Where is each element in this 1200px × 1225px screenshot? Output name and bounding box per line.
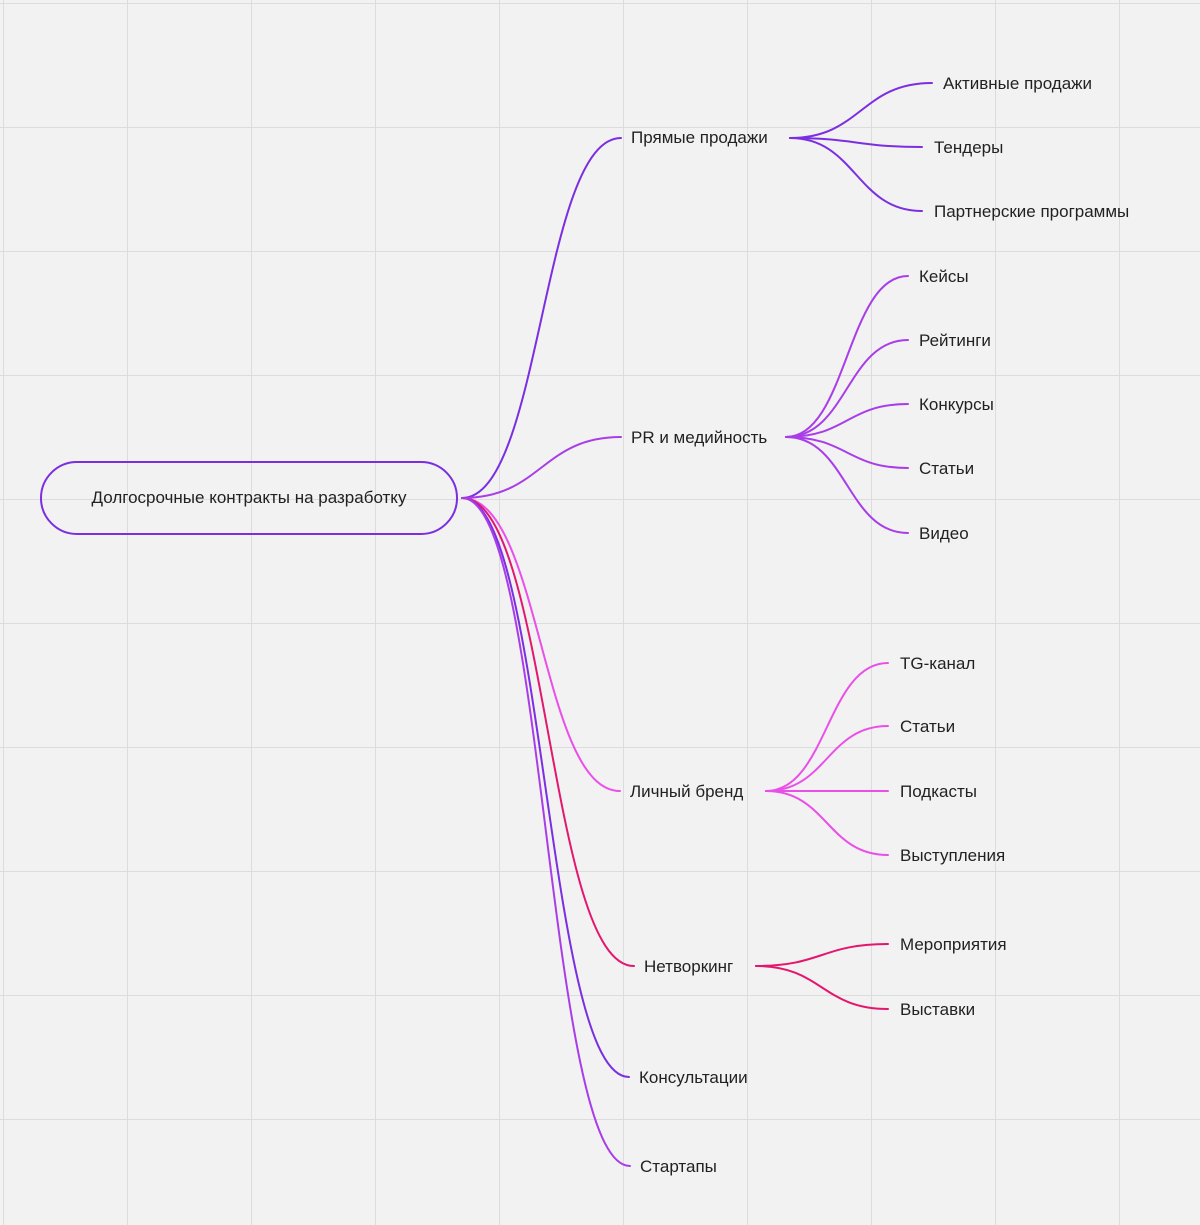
leaf-podcasts[interactable]: Подкасты: [900, 782, 977, 801]
branch-1-leaf-0-connector: [785, 275, 909, 438]
branch-startups[interactable]: Стартапы: [640, 1157, 717, 1176]
leaf-cases[interactable]: Кейсы: [919, 267, 969, 286]
leaf-ratings[interactable]: Рейтинги: [919, 331, 991, 350]
branch-consulting[interactable]: Консультации: [639, 1068, 748, 1087]
branch-2-leaf-1-connector: [765, 725, 889, 792]
leaf-events[interactable]: Мероприятия: [900, 935, 1007, 954]
root-to-branch-2-connector: [461, 497, 621, 792]
branch-2-leaf-3-connector: [765, 790, 889, 856]
branch-1-leaf-4-connector: [785, 436, 909, 534]
root-node[interactable]: Долгосрочные контракты на разработку: [40, 461, 458, 535]
branch-0-leaf-2-connector: [789, 137, 923, 212]
root-to-branch-1-connector: [461, 436, 622, 499]
root-to-branch-5-connector: [461, 497, 631, 1167]
branch-direct-sales[interactable]: Прямые продажи: [631, 128, 768, 147]
root-node-label: Долгосрочные контракты на разработку: [91, 488, 407, 507]
branch-0-leaf-0-connector: [789, 82, 933, 139]
branch-personal-brand[interactable]: Личный бренд: [630, 782, 744, 801]
branch-pr-media[interactable]: PR и медийность: [631, 428, 768, 447]
branch-0-leaf-1-connector: [789, 137, 923, 148]
branch-3-leaf-0-connector: [755, 943, 889, 967]
branch-3-leaf-1-connector: [755, 965, 889, 1010]
branch-1-leaf-2-connector: [785, 403, 909, 438]
leaf-exhibitions[interactable]: Выставки: [900, 1000, 976, 1019]
branch-1-leaf-1-connector: [785, 339, 909, 438]
leaf-video[interactable]: Видео: [919, 524, 969, 543]
leaf-articles-2[interactable]: Статьи: [900, 717, 956, 736]
branch-1-leaf-3-connector: [785, 436, 909, 469]
branch-networking[interactable]: Нетворкинг: [644, 957, 734, 976]
leaf-tenders[interactable]: Тендеры: [934, 138, 1004, 157]
leaf-talks[interactable]: Выступления: [900, 846, 1006, 865]
root-to-branch-0-connector: [461, 137, 622, 499]
leaf-articles[interactable]: Статьи: [919, 459, 975, 478]
leaf-tg-channel[interactable]: TG-канал: [900, 654, 976, 673]
branch-2-leaf-0-connector: [765, 662, 889, 792]
leaf-active-sales[interactable]: Активные продажи: [943, 74, 1093, 93]
root-to-branch-4-connector: [461, 497, 630, 1078]
root-to-branch-3-connector: [461, 497, 635, 967]
leaf-partner-programs[interactable]: Партнерские программы: [934, 202, 1130, 221]
leaf-contests[interactable]: Конкурсы: [919, 395, 994, 414]
